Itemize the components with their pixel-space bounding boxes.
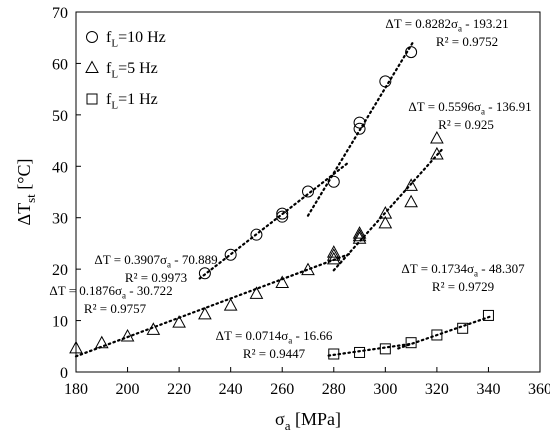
circle-point bbox=[302, 185, 314, 198]
y-tick-label: 50 bbox=[52, 108, 68, 125]
triangle-point bbox=[94, 335, 109, 349]
equation-label: ΔT = 0.1876σa - 30.722 bbox=[49, 283, 172, 301]
r2-label: R² = 0.9447 bbox=[243, 346, 306, 361]
triangle-point bbox=[301, 262, 315, 276]
equation-label: ΔT = 0.0714σa - 16.66 bbox=[216, 328, 333, 346]
circle-point bbox=[250, 228, 263, 241]
y-tick-label: 0 bbox=[60, 365, 68, 382]
r2-label: R² = 0.925 bbox=[438, 117, 494, 132]
circle-point bbox=[224, 248, 237, 261]
triangle-point bbox=[430, 130, 444, 144]
plot-frame bbox=[75, 11, 541, 373]
circle-point bbox=[198, 267, 211, 280]
r2-label: R² = 0.9757 bbox=[84, 301, 147, 316]
circle-point bbox=[327, 175, 340, 188]
legend-triangle-icon bbox=[85, 60, 99, 73]
triangle-point bbox=[120, 328, 135, 342]
triangle-point bbox=[249, 286, 264, 299]
y-tick-label: 40 bbox=[52, 159, 68, 176]
triangle-point bbox=[352, 226, 367, 239]
x-tick-label: 360 bbox=[528, 381, 550, 398]
circle-point bbox=[379, 75, 392, 88]
triangle-point bbox=[352, 228, 367, 242]
legend-label: fL=1 Hz bbox=[106, 91, 158, 111]
trendline bbox=[74, 252, 353, 358]
y-tick-label: 60 bbox=[52, 56, 68, 73]
equation-label: ΔT = 0.8282σa - 193.21 bbox=[385, 16, 508, 34]
circle-point bbox=[276, 207, 289, 220]
trendline bbox=[198, 160, 351, 280]
axis-titles: σa [MPa] ΔTst [°C] bbox=[14, 159, 341, 434]
r2-label: R² = 0.9973 bbox=[125, 270, 187, 285]
x-axis-title: σa [MPa] bbox=[275, 409, 341, 433]
y-axis-title: ΔTst [°C] bbox=[14, 159, 38, 226]
triangle-point bbox=[275, 275, 290, 289]
r2-label: R² = 0.9752 bbox=[436, 34, 498, 49]
square-point bbox=[405, 337, 417, 349]
square-point bbox=[482, 309, 494, 321]
x-tick-label: 320 bbox=[425, 381, 449, 398]
x-tick-label: 200 bbox=[116, 381, 140, 398]
circle-point bbox=[353, 116, 366, 129]
square-point bbox=[457, 322, 469, 334]
y-tick-label: 20 bbox=[52, 262, 68, 279]
triangle-point bbox=[69, 340, 83, 354]
triangle-point bbox=[146, 322, 161, 335]
triangle-point bbox=[378, 206, 393, 219]
triangle-point bbox=[326, 248, 341, 261]
x-tick-label: 340 bbox=[476, 381, 500, 398]
trendline bbox=[332, 148, 444, 272]
triangle-point bbox=[326, 251, 341, 265]
equation-label: ΔT = 0.1734σa - 48.307 bbox=[401, 261, 525, 279]
y-tick-label: 10 bbox=[52, 314, 68, 331]
legend-label: fL=10 Hz bbox=[106, 29, 166, 49]
x-tick-label: 180 bbox=[64, 381, 88, 398]
y-tick-label: 70 bbox=[52, 5, 68, 22]
circle-point bbox=[405, 46, 418, 59]
equation-label: ΔT = 0.5596σa - 136.91 bbox=[408, 99, 531, 117]
triangle-point bbox=[404, 194, 418, 208]
triangle-point bbox=[326, 245, 341, 258]
triangle-point bbox=[198, 306, 212, 320]
axes bbox=[75, 11, 541, 373]
x-tick-label: 240 bbox=[219, 381, 243, 398]
triangle-point bbox=[378, 215, 393, 229]
x-tick-label: 220 bbox=[167, 381, 191, 398]
markers bbox=[69, 46, 494, 360]
square-point bbox=[431, 329, 443, 341]
triangle-point bbox=[223, 298, 238, 311]
r2-label: R² = 0.9729 bbox=[432, 279, 494, 294]
triangle-point bbox=[404, 178, 418, 191]
legend: fL=10 Hz fL=5 Hz fL=1 Hz bbox=[85, 29, 166, 111]
square-point bbox=[379, 343, 391, 355]
legend-square-icon bbox=[86, 93, 98, 105]
equation-label: ΔT = 0.3907σa - 70.889 bbox=[94, 252, 217, 270]
square-point bbox=[354, 346, 366, 358]
legend-label: fL=5 Hz bbox=[106, 60, 158, 80]
x-tick-label: 280 bbox=[322, 381, 346, 398]
triangle-point bbox=[430, 146, 444, 160]
legend-circle-icon bbox=[86, 31, 98, 43]
x-tick-label: 300 bbox=[373, 381, 397, 398]
ticks: 180 200 220 240 260 280 300 320 340 360 0 10 20 30 40 5… bbox=[52, 5, 550, 398]
square-point bbox=[328, 348, 340, 360]
triangle-point bbox=[172, 315, 186, 328]
trendline bbox=[327, 342, 413, 357]
circle-point bbox=[276, 210, 289, 223]
trendline bbox=[397, 315, 493, 350]
circle-point bbox=[353, 122, 366, 135]
y-tick-label: 30 bbox=[52, 211, 68, 228]
x-tick-label: 260 bbox=[270, 381, 294, 398]
